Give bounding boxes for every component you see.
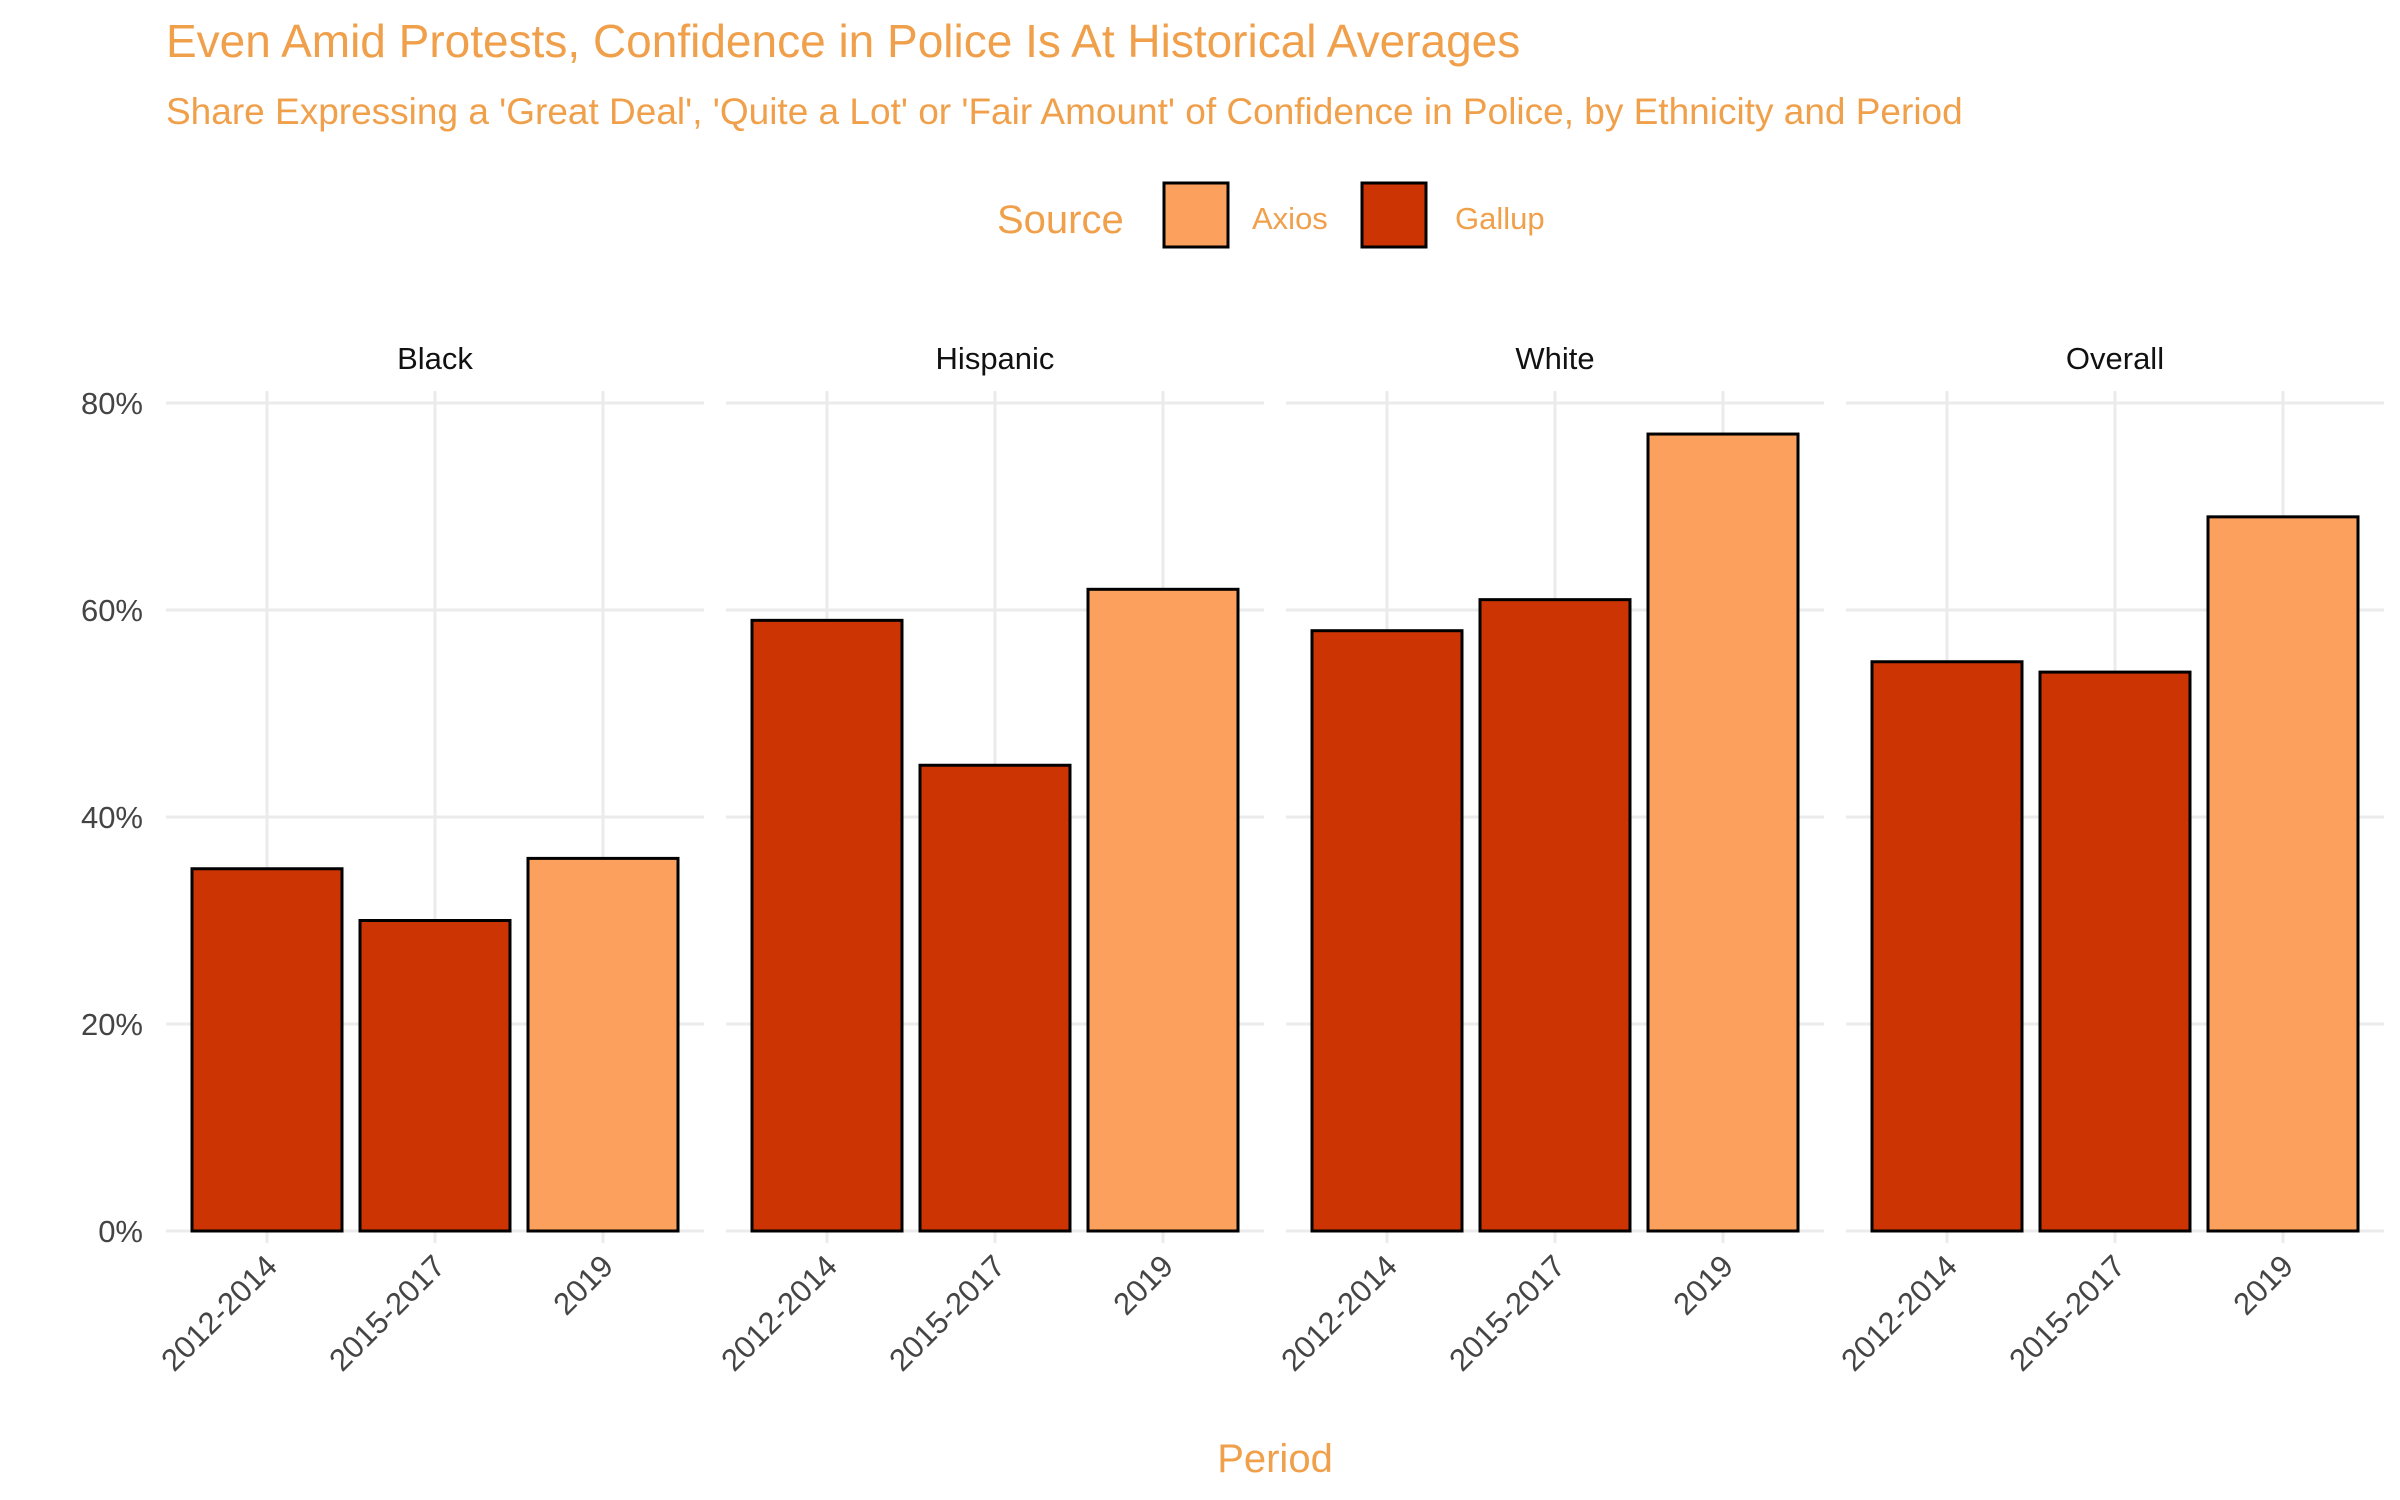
x-tick-label: 2015-2017 bbox=[322, 1248, 452, 1378]
facet-label: White bbox=[1515, 341, 1594, 376]
facet-panel-black: Black 2012-2014 2015-2017 2019 bbox=[154, 341, 704, 1378]
x-tick-label: 2019 bbox=[546, 1248, 620, 1322]
legend-label-gallup: Gallup bbox=[1455, 201, 1545, 236]
facet-panel-white: White 2012-2014 2015-2017 2019 bbox=[1274, 341, 1824, 1378]
x-tick-label: 2019 bbox=[1106, 1248, 1180, 1322]
bar-white-2019 bbox=[1646, 432, 1800, 1233]
x-tick-label: 2019 bbox=[2226, 1248, 2300, 1322]
bar-white-2012-2014 bbox=[1310, 629, 1464, 1233]
x-tick-label: 2012-2014 bbox=[714, 1248, 844, 1378]
legend-label-axios: Axios bbox=[1252, 201, 1328, 236]
bar-overall-2015-2017 bbox=[2038, 670, 2192, 1233]
x-tick-label: 2015-2017 bbox=[882, 1248, 1012, 1378]
facet-panel-hispanic: Hispanic 2012-2014 2015-2017 2019 bbox=[714, 341, 1264, 1378]
bar-hispanic-2019 bbox=[1086, 587, 1240, 1233]
y-tick-label: 0% bbox=[98, 1214, 143, 1249]
y-axis: 0% 20% 40% 60% 80% bbox=[81, 386, 143, 1249]
legend-title: Source bbox=[997, 198, 1124, 242]
chart-subtitle: Share Expressing a 'Great Deal', 'Quite … bbox=[166, 91, 1963, 132]
x-tick-label: 2019 bbox=[1666, 1248, 1740, 1322]
y-tick-label: 20% bbox=[81, 1007, 143, 1042]
bar-black-2019 bbox=[526, 856, 680, 1233]
facet-panel-overall: Overall 2012-2014 2015-2017 2019 bbox=[1834, 341, 2384, 1378]
y-tick-label: 60% bbox=[81, 593, 143, 628]
legend: Source Axios Gallup bbox=[997, 181, 1545, 249]
legend-swatch-gallup bbox=[1360, 181, 1428, 249]
y-tick-label: 40% bbox=[81, 800, 143, 835]
bar-black-2012-2014 bbox=[190, 867, 344, 1233]
chart-title: Even Amid Protests, Confidence in Police… bbox=[166, 15, 1520, 67]
bar-hispanic-2015-2017 bbox=[918, 763, 1072, 1233]
facet-label: Black bbox=[397, 341, 473, 376]
x-tick-label: 2012-2014 bbox=[1834, 1248, 1964, 1378]
facet-panels: Black 2012-2014 2015-2017 2019 Hispanic 2012-… bbox=[154, 341, 2384, 1378]
x-axis-title: Period bbox=[1217, 1437, 1333, 1481]
facet-label: Overall bbox=[2066, 341, 2164, 376]
x-tick-label: 2015-2017 bbox=[2002, 1248, 2132, 1378]
bar-hispanic-2012-2014 bbox=[750, 618, 904, 1233]
bar-black-2015-2017 bbox=[358, 919, 512, 1233]
x-tick-label: 2012-2014 bbox=[154, 1248, 284, 1378]
bar-white-2015-2017 bbox=[1478, 598, 1632, 1233]
bar-overall-2019 bbox=[2206, 515, 2360, 1233]
bar-overall-2012-2014 bbox=[1870, 660, 2024, 1233]
legend-swatch-axios bbox=[1162, 181, 1230, 249]
x-tick-label: 2012-2014 bbox=[1274, 1248, 1404, 1378]
x-tick-label: 2015-2017 bbox=[1442, 1248, 1572, 1378]
facet-label: Hispanic bbox=[936, 341, 1055, 376]
y-tick-label: 80% bbox=[81, 386, 143, 421]
